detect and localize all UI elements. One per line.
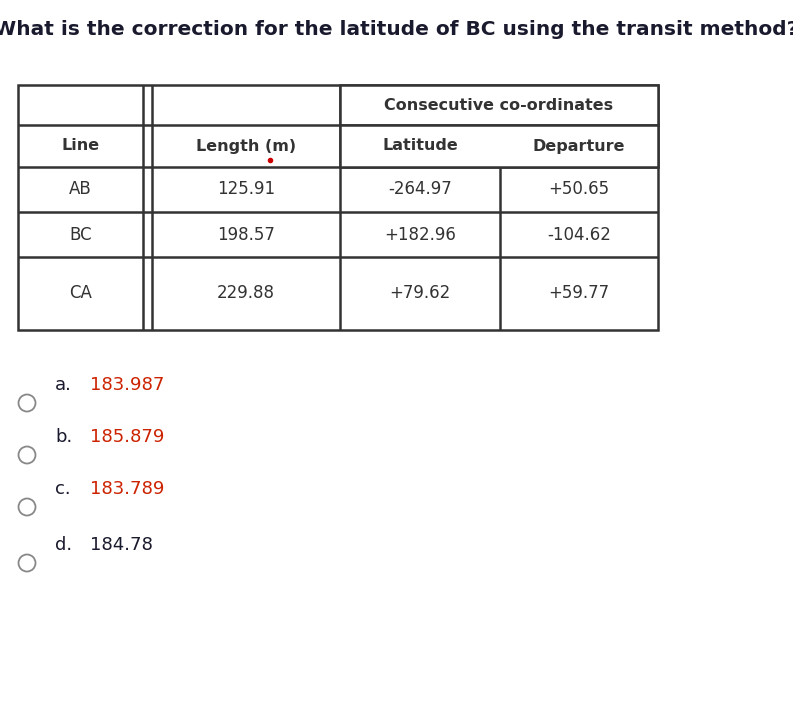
Text: AB: AB xyxy=(69,181,92,199)
Text: BC: BC xyxy=(69,225,92,243)
Text: What is the correction for the latitude of BC using the transit method?: What is the correction for the latitude … xyxy=(0,20,793,39)
Text: 229.88: 229.88 xyxy=(217,284,275,302)
Bar xyxy=(340,125,658,167)
Text: CA: CA xyxy=(69,284,92,302)
Text: 125.91: 125.91 xyxy=(217,181,275,199)
Text: 184.78: 184.78 xyxy=(90,536,153,554)
Text: +79.62: +79.62 xyxy=(389,284,450,302)
Text: 198.57: 198.57 xyxy=(217,225,275,243)
Text: Line: Line xyxy=(61,138,100,153)
Text: d.: d. xyxy=(55,536,72,554)
Text: +182.96: +182.96 xyxy=(384,225,456,243)
Text: 183.987: 183.987 xyxy=(90,376,164,394)
Bar xyxy=(18,85,658,330)
Text: -264.97: -264.97 xyxy=(388,181,452,199)
Text: a.: a. xyxy=(55,376,72,394)
Text: +50.65: +50.65 xyxy=(549,181,610,199)
Bar xyxy=(340,85,658,125)
Text: Latitude: Latitude xyxy=(382,138,458,153)
Text: b.: b. xyxy=(55,428,72,446)
Text: Consecutive co-ordinates: Consecutive co-ordinates xyxy=(385,97,614,112)
Text: 183.789: 183.789 xyxy=(90,480,164,498)
Text: 185.879: 185.879 xyxy=(90,428,164,446)
Text: Departure: Departure xyxy=(533,138,625,153)
Text: Length (m): Length (m) xyxy=(196,138,296,153)
Text: c.: c. xyxy=(55,480,71,498)
Text: -104.62: -104.62 xyxy=(547,225,611,243)
Text: +59.77: +59.77 xyxy=(549,284,610,302)
